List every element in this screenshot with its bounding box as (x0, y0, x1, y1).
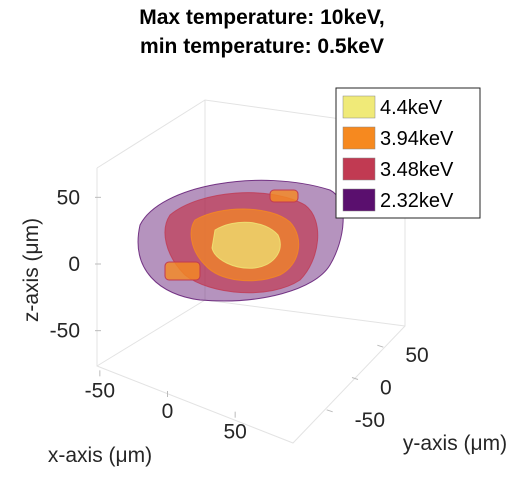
legend-swatch (342, 95, 376, 119)
legend-swatch (342, 157, 376, 181)
chart-title: Max temperature: 10keV, (139, 6, 385, 29)
z-tick-label: 0 (68, 253, 80, 276)
y-tick-label: 50 (405, 344, 428, 367)
y-axis-label: y-axis (μm) (403, 432, 507, 455)
x-axis-label: x-axis (μm) (48, 444, 152, 467)
isosurface (269, 189, 299, 203)
isosurface (211, 221, 281, 269)
y-tick-label: 0 (380, 377, 392, 400)
z-axis-label: z-axis (μm) (20, 218, 43, 322)
chart-title: min temperature: 0.5keV (140, 35, 384, 58)
legend-label: 4.4keV (380, 97, 443, 119)
z-tick-label: -50 (50, 320, 80, 343)
legend-swatch (342, 188, 376, 212)
x-tick-label: -50 (85, 379, 115, 402)
legend-swatch (342, 126, 376, 150)
legend-label: 3.94keV (380, 128, 454, 150)
y-tick-label: -50 (355, 409, 385, 432)
tick-mark (351, 377, 359, 380)
legend-label: 3.48keV (380, 159, 454, 181)
x-tick-label: 0 (162, 400, 174, 423)
tick-mark (326, 409, 333, 413)
legend-label: 2.32keV (380, 190, 454, 212)
isosurface (164, 261, 201, 281)
isosurfaces (137, 179, 344, 302)
x-tick-label: 50 (223, 421, 246, 444)
z-tick-label: 50 (57, 186, 80, 209)
tick-mark (377, 344, 384, 348)
